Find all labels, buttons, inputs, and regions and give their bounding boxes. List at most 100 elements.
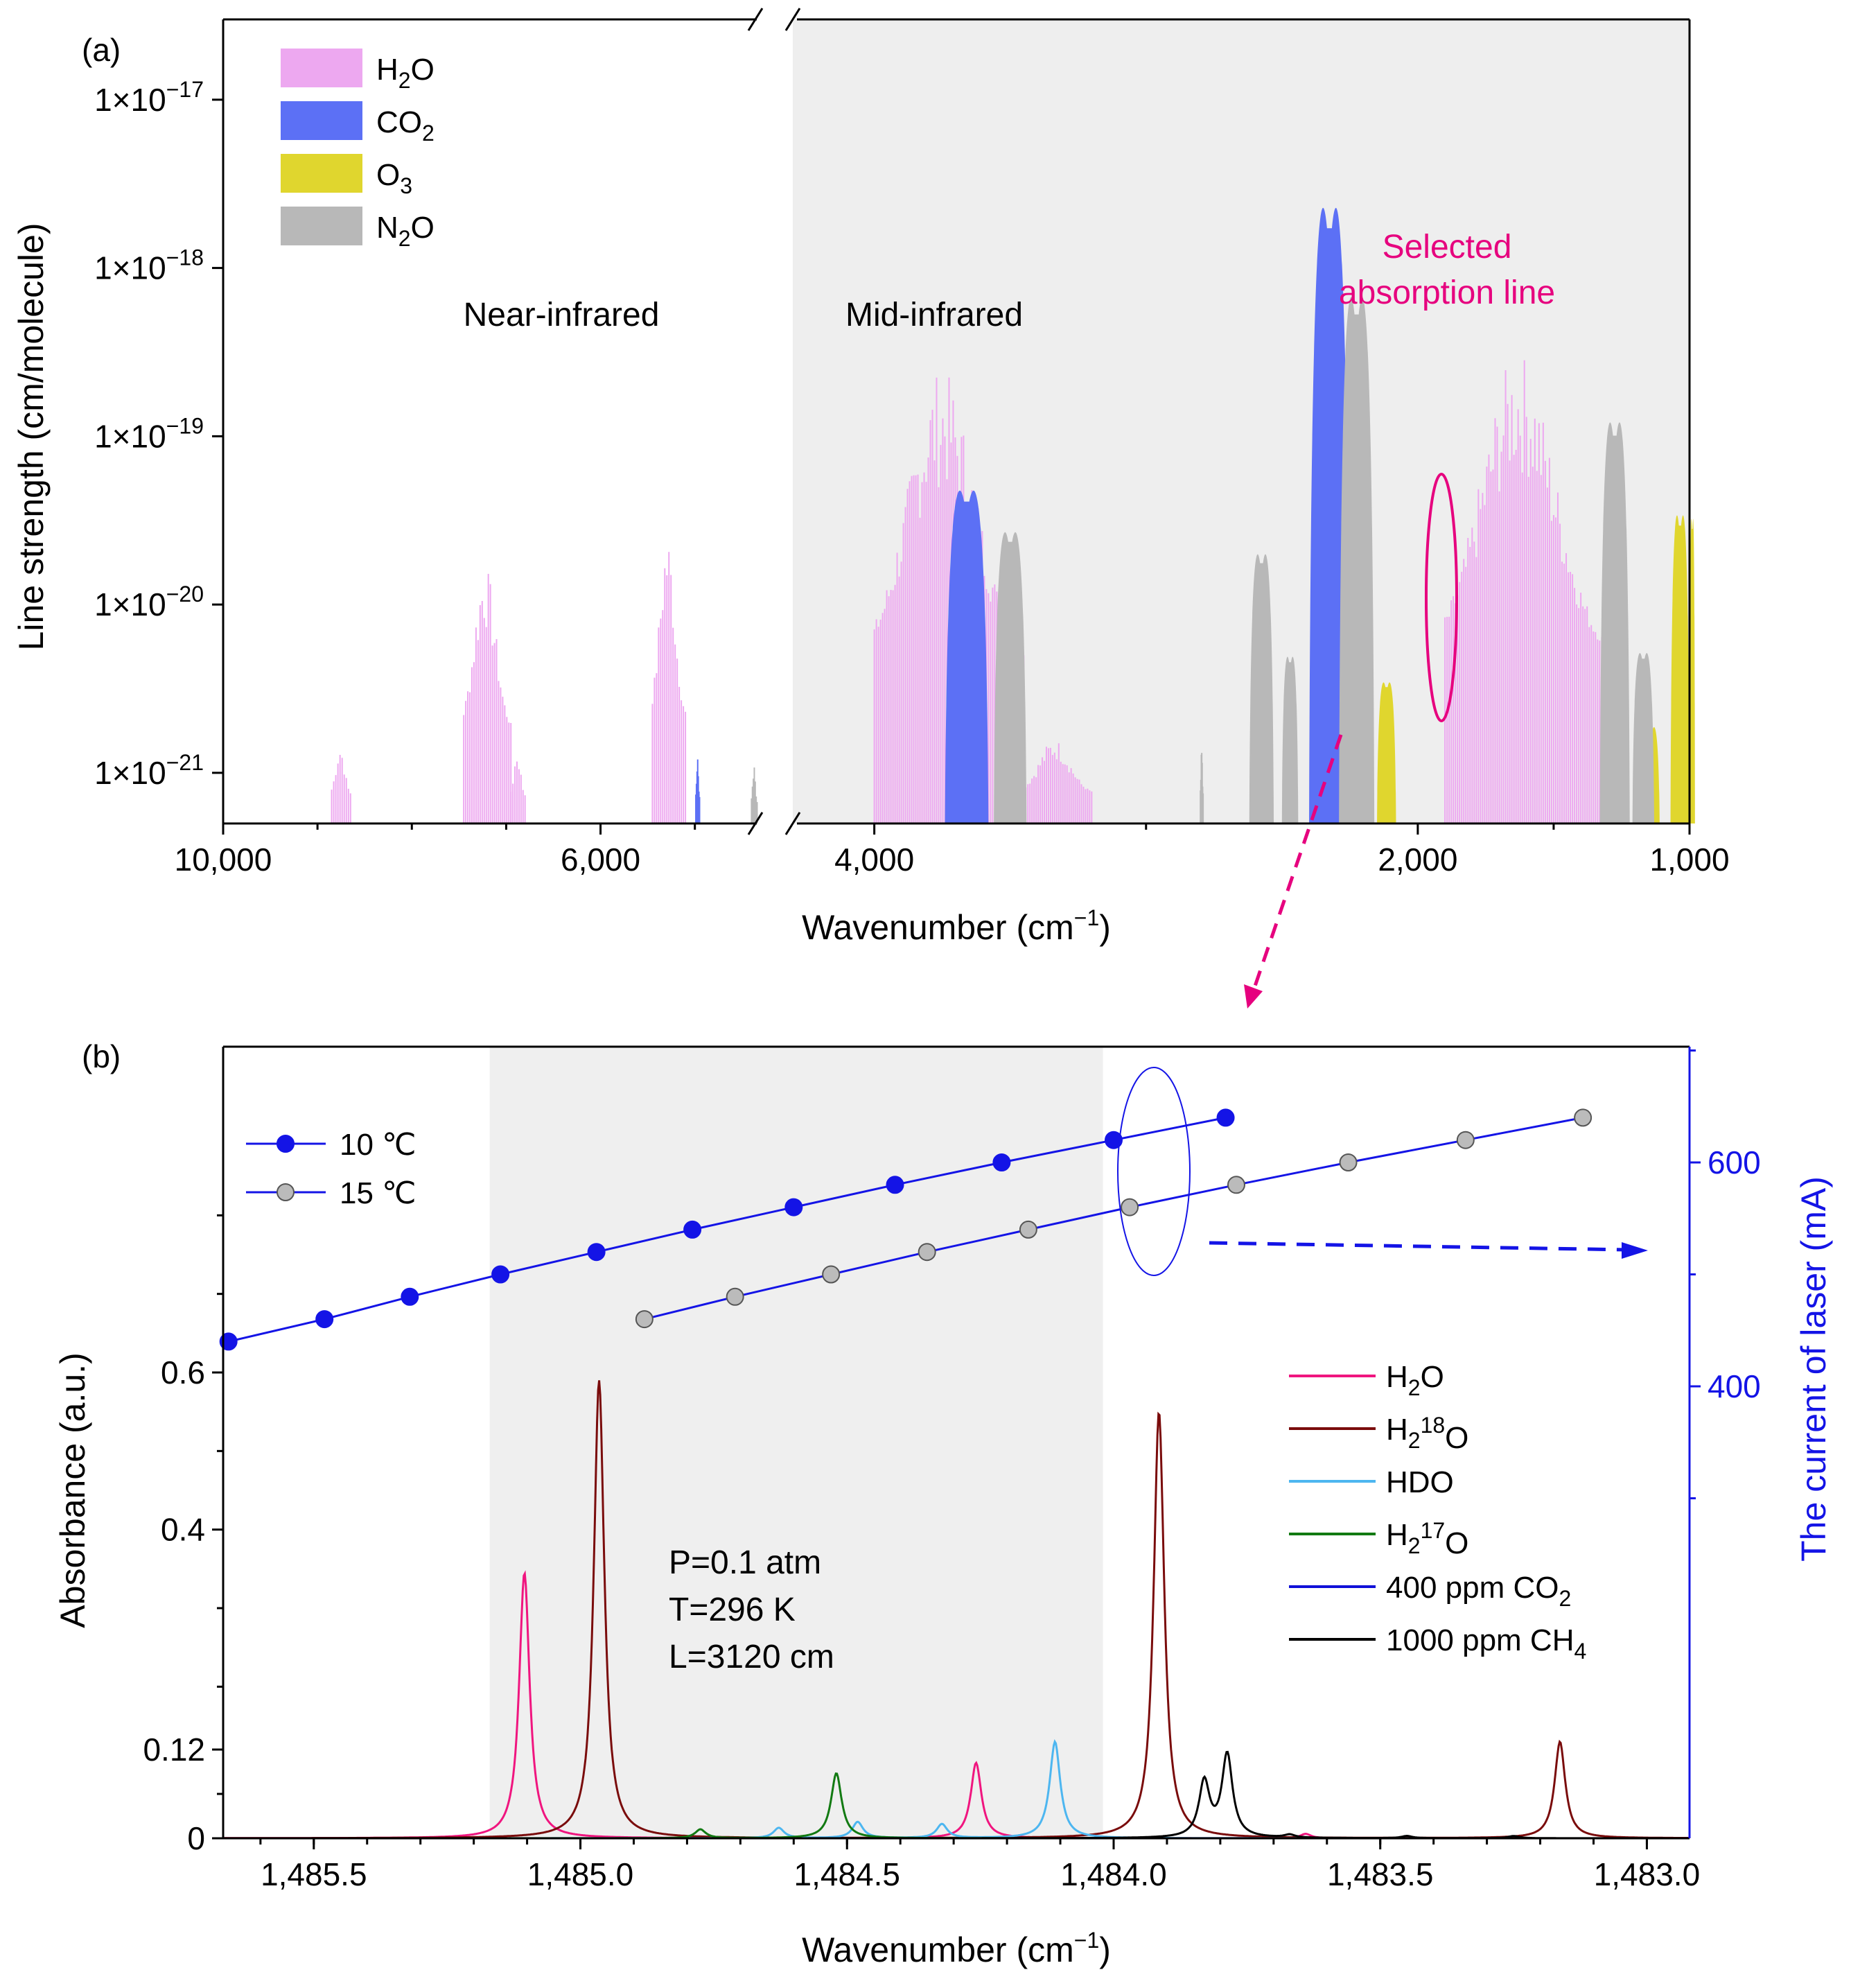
x-axis-title-b: Wavenumber (cm−1) (802, 1928, 1111, 1969)
axis-break-mark (747, 812, 764, 835)
legend-a-label-co2: CO2 (376, 105, 435, 146)
y-tick-label-a: 1×10−18 (94, 245, 204, 286)
x-axis-title-b-sup: −1 (1074, 1928, 1099, 1953)
y2-tick-label-b: 400 (1708, 1368, 1761, 1404)
band-n2o-0 (751, 767, 758, 823)
legend-sub: 2 (422, 121, 435, 146)
y-tick-label-b: 0 (187, 1820, 205, 1856)
legend-laser: 10 ℃ 15 ℃ (246, 1128, 416, 1210)
y-tick-base: 1×10 (94, 250, 166, 286)
legend-main: CO (376, 105, 422, 139)
x-tick-label-a: 2,000 (1378, 842, 1457, 878)
legend-rest: O (1445, 1526, 1468, 1560)
legend-a-swatch-co2 (281, 101, 362, 140)
x-axis-title-b-main: Wavenumber (cm (802, 1930, 1074, 1969)
condition-temperature: T=296 K (669, 1592, 796, 1628)
y-tick-exp: −18 (166, 245, 204, 270)
x-axis-title-a-close: ) (1099, 908, 1111, 947)
laser-line-1 (644, 1116, 1583, 1320)
y2-tick-label-b: 600 (1708, 1144, 1761, 1180)
laser-point-0 (683, 1220, 702, 1239)
panel-b: 1,485.5 1,485.0 1,484.5 1,484.0 1,483.5 1,483… (53, 1038, 1833, 1969)
laser-point-0 (886, 1176, 904, 1194)
band-h2o-3 (651, 552, 687, 823)
band-h2o-0 (331, 754, 351, 823)
y-tick-base: 1×10 (94, 586, 166, 622)
y-tick-base: 1×10 (94, 82, 166, 118)
connector-arrowhead (1244, 984, 1263, 1009)
y-tick-label-a: 1×10−20 (94, 582, 204, 622)
laser-point-1 (1574, 1108, 1593, 1127)
legend-rest: O (1445, 1421, 1468, 1455)
a-axes: 10,000 6,000 4,000 2,000 1,0001×10−211×10−20… (94, 8, 1730, 878)
x-tick-label-b: 1,485.5 (261, 1856, 367, 1892)
panel-a: 10,000 6,000 4,000 2,000 1,0001×10−211×10−20… (12, 8, 1730, 947)
y2-axis-title-b: The current of laser (mA) (1794, 1176, 1833, 1562)
laser-point-0 (219, 1332, 238, 1351)
legend-sup: 17 (1421, 1518, 1446, 1543)
laser-point-0 (992, 1153, 1011, 1171)
legend-sub: 3 (400, 173, 412, 198)
laser-point-0 (1216, 1108, 1235, 1127)
x-tick-label-a: 4,000 (834, 842, 914, 878)
band-n2o-4 (1339, 297, 1375, 823)
laser-point-1 (1339, 1153, 1358, 1171)
legend-a-label-o3: O3 (376, 158, 412, 198)
legend-a-label-h2o: H2O (376, 53, 435, 93)
band-n2o-1 (994, 532, 1027, 823)
x-axis-title-a: Wavenumber (cm−1) (802, 905, 1111, 947)
x-axis-title-a-main: Wavenumber (cm (802, 908, 1074, 947)
legend-sub: 2 (398, 68, 411, 93)
x-tick-label-a: 1,000 (1649, 842, 1729, 878)
legend-main: H (1386, 1518, 1408, 1552)
y-axis-title-b: Absorbance (a.u.) (53, 1352, 92, 1628)
axis-break-mark (747, 8, 764, 31)
x-tick-label-b: 1,484.5 (794, 1856, 900, 1892)
legend-sub: 2 (1408, 1533, 1421, 1558)
a-shade-layer (793, 19, 1690, 823)
mid-infrared-shade (793, 19, 1690, 823)
y-tick-label-a: 1×10−19 (94, 413, 204, 454)
legend-main: O (376, 158, 400, 192)
laser-point-0 (315, 1310, 334, 1329)
legend-rest: O (411, 211, 435, 245)
tuning-arrowhead (1622, 1242, 1648, 1259)
band-series-co2 (695, 207, 1350, 823)
condition-pressure: P=0.1 atm (669, 1544, 821, 1581)
legend-b-label-h217o: H217O (1386, 1518, 1468, 1560)
band-h2o-1 (463, 573, 512, 823)
legend-main: H (376, 53, 398, 87)
x-tick-label-b: 1,483.5 (1327, 1856, 1433, 1892)
legend-a-swatch-n2o (281, 207, 362, 245)
legend-main: 1000 ppm CH (1386, 1623, 1574, 1657)
laser-point-0 (784, 1198, 803, 1217)
y-tick-exp: −17 (166, 77, 204, 102)
laser-point-0 (491, 1265, 510, 1284)
laser-point-1 (1227, 1176, 1245, 1194)
axis-break-mark (784, 8, 801, 31)
legend-rest: O (411, 53, 435, 87)
legend-a-label-n2o: N2O (376, 211, 435, 251)
laser-point-1 (918, 1243, 936, 1262)
selected-line-label-1: Selected (1383, 229, 1512, 265)
legend-b-label-ch4: 1000 ppm CH4 (1386, 1623, 1586, 1664)
laser-point-1 (635, 1310, 653, 1329)
legend-sup: 18 (1421, 1413, 1446, 1438)
band-n2o-3 (1281, 656, 1299, 823)
legend-rest: O (1421, 1360, 1444, 1394)
legend-a-swatch-h2o (281, 49, 362, 87)
legend-b-label-h218o: H218O (1386, 1413, 1468, 1455)
band-h2o-2 (510, 761, 526, 823)
legend-b-label-h2o: H2O (1386, 1360, 1444, 1400)
y-tick-base: 1×10 (94, 755, 166, 791)
band-o3-1 (1670, 515, 1690, 823)
tuning-arrow (1209, 1241, 1628, 1252)
legend-sub: 2 (398, 226, 411, 251)
band-co2-1 (945, 490, 989, 823)
band-series-n2o (751, 297, 1655, 823)
band-o3-0 (1377, 682, 1396, 823)
laser-point-1 (1456, 1131, 1475, 1149)
selected-line-ellipse (1425, 473, 1458, 722)
y-tick-label-a: 1×10−17 (94, 77, 204, 118)
